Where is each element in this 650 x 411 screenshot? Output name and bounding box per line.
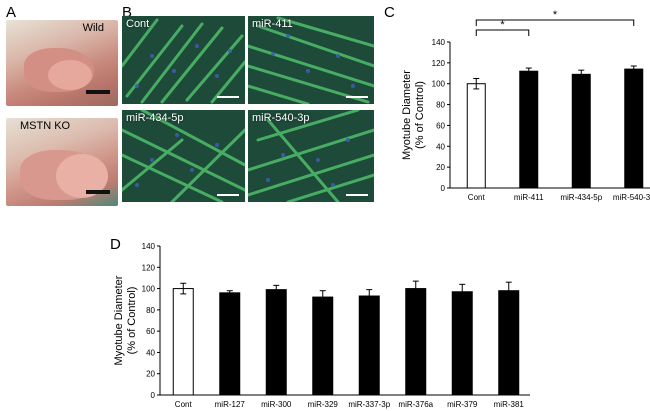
mstn-ko-label: MSTN KO bbox=[20, 120, 71, 132]
micrograph-cont-image bbox=[122, 16, 245, 104]
chart-d-y-tick-label: 120 bbox=[142, 263, 156, 272]
micrograph-mir-411-label: miR-411 bbox=[252, 18, 293, 30]
micrograph-mir-411-image bbox=[248, 16, 374, 104]
chart-d-y-tick-label: 60 bbox=[146, 327, 155, 336]
wild-mouse-photo: Wild bbox=[6, 20, 118, 106]
chart-c-bar-miR-434-5p bbox=[571, 73, 591, 189]
micrograph-mir-540-3p-label: miR-540-3p bbox=[252, 112, 310, 124]
chart-d-x-tick-label: miR-376a bbox=[398, 400, 433, 409]
micrograph-mir-434-5p-label: miR-434-5p bbox=[126, 112, 184, 124]
chart-c-significance-label: * bbox=[553, 9, 558, 21]
chart-d-bar-miR-379 bbox=[451, 291, 473, 396]
chart-c-y-tick-label: 0 bbox=[441, 184, 446, 193]
micrograph-mir-540-3p: miR-540-3p bbox=[248, 110, 374, 202]
chart-c-bar-miR-411 bbox=[519, 70, 539, 189]
chart-c-y-tick-label: 100 bbox=[432, 80, 446, 89]
micrograph-mir-434-5p-scale-bar bbox=[217, 194, 239, 196]
chart-c-x-tick-label: miR-434-5p bbox=[560, 193, 602, 202]
chart-c-x-tick-label: miR-540-3p bbox=[613, 193, 650, 202]
panel-d-letter: D bbox=[110, 236, 121, 253]
chart-d-bar-miR-329 bbox=[312, 296, 334, 396]
micrograph-mir-434-5p: miR-434-5p bbox=[122, 110, 245, 202]
micrograph-mir-411: miR-411 bbox=[248, 16, 374, 104]
micrograph-cont-label: Cont bbox=[126, 18, 150, 30]
chart-d-y-tick-label: 100 bbox=[142, 285, 156, 294]
chart-d-y-tick-label: 80 bbox=[146, 306, 155, 315]
chart-d-x-tick-label: Cont bbox=[175, 400, 193, 409]
micrograph-mir-411-scale-bar bbox=[346, 96, 368, 98]
chart-c-y-tick-label: 40 bbox=[436, 142, 445, 151]
chart-c-y-tick-label: 20 bbox=[436, 163, 445, 172]
wild-label: Wild bbox=[82, 22, 104, 34]
chart-c-bar-miR-540-3p bbox=[624, 68, 644, 189]
chart-d-y-axis-label: Myotube Diameter(% of Control) bbox=[113, 275, 138, 365]
chart-d-bar-miR-381 bbox=[498, 290, 520, 396]
micrograph-mir-434-5p-image bbox=[122, 110, 245, 202]
chart-d-bar-miR-127 bbox=[219, 292, 241, 396]
chart-d: 0 20 40 60 80 100 120 140 Myotube Diameter(% of … bbox=[113, 242, 530, 409]
chart-c-y-tick-label: 60 bbox=[436, 121, 445, 130]
chart-c-y-tick-label: 80 bbox=[436, 101, 445, 110]
chart-d-x-tick-label: miR-381 bbox=[494, 400, 525, 409]
panel-b-letter: B bbox=[122, 4, 133, 21]
chart-c-significance-bracket bbox=[475, 19, 635, 26]
chart-d-x-tick-label: miR-379 bbox=[447, 400, 478, 409]
panel-a-letter: A bbox=[6, 4, 17, 21]
chart-d-x-tick-label: miR-337-3p bbox=[348, 400, 390, 409]
mstn-ko-mouse-photo: MSTN KO bbox=[6, 118, 118, 206]
chart-d-bar-Cont bbox=[172, 288, 194, 396]
chart-c-y-tick-label: 120 bbox=[432, 59, 446, 68]
chart-d-y-tick-label: 140 bbox=[142, 242, 156, 251]
chart-d-x-tick-label: miR-300 bbox=[261, 400, 292, 409]
micrograph-cont: Cont bbox=[122, 16, 245, 104]
chart-d-y-tick-label: 0 bbox=[151, 391, 156, 400]
chart-d-y-tick-label: 20 bbox=[146, 370, 155, 379]
chart-c-x-tick-label: miR-411 bbox=[514, 193, 544, 202]
chart-c: 0 20 40 60 80 100 120 140 Myotube Diameter(% of … bbox=[401, 9, 650, 202]
chart-d-y-tick-label: 40 bbox=[146, 348, 155, 357]
chart-c-x-tick-label: Cont bbox=[468, 193, 486, 202]
micrograph-cont-scale-bar bbox=[217, 96, 239, 98]
panel-c-letter: C bbox=[384, 4, 395, 21]
micrograph-mir-540-3p-image bbox=[248, 110, 374, 202]
wild-scale-bar bbox=[86, 90, 110, 94]
micrograph-mir-540-3p-scale-bar bbox=[346, 194, 368, 196]
chart-d-x-tick-label: miR-127 bbox=[215, 400, 246, 409]
chart-c-y-axis-label: Myotube Diameter(% of Control) bbox=[401, 70, 426, 160]
mstn-ko-scale-bar bbox=[86, 190, 110, 194]
chart-c-significance-label: * bbox=[500, 19, 505, 31]
chart-d-bar-miR-300 bbox=[265, 289, 287, 396]
chart-d-x-tick-label: miR-329 bbox=[308, 400, 339, 409]
chart-d-bar-miR-376a bbox=[405, 288, 427, 396]
chart-d-bar-miR-337-3p bbox=[358, 295, 380, 396]
chart-c-y-tick-label: 140 bbox=[432, 38, 446, 47]
chart-c-significance-bracket bbox=[475, 29, 530, 36]
chart-c-bar-Cont bbox=[466, 83, 486, 189]
